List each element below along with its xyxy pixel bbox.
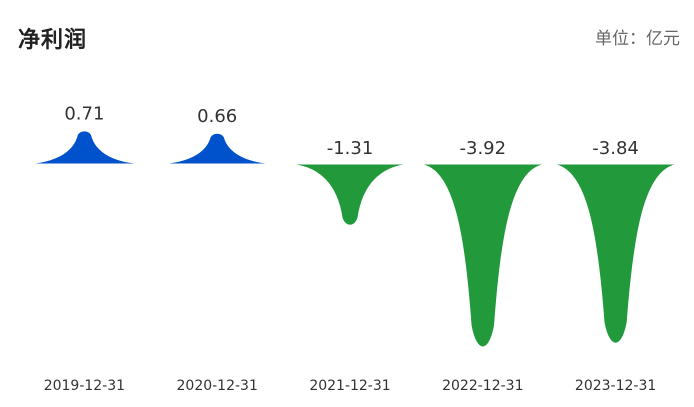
- x-tick-label: 2021-12-31: [309, 378, 390, 394]
- x-tick-label: 2020-12-31: [177, 378, 258, 394]
- data-spike-2023-12-31: [549, 163, 683, 344]
- data-spike-2021-12-31: [283, 163, 417, 226]
- x-tick-label: 2022-12-31: [442, 378, 523, 394]
- value-label: 0.71: [64, 104, 104, 125]
- x-tick-label: 2023-12-31: [575, 378, 656, 394]
- chart-title: 净利润: [18, 28, 88, 53]
- unit-label: 单位：亿元: [595, 29, 680, 49]
- data-spike-2019-12-31: [17, 130, 151, 165]
- data-spike-2022-12-31: [416, 163, 550, 348]
- value-label: -3.84: [592, 138, 639, 159]
- value-label: 0.66: [197, 106, 237, 127]
- value-label: -3.92: [460, 138, 507, 159]
- x-axis-tick-labels: 2019-12-31 2020-12-31 2021-12-31 2022-12-31…: [44, 378, 657, 394]
- value-label: -1.31: [327, 138, 374, 159]
- chart-marks: [17, 130, 683, 348]
- x-tick-label: 2019-12-31: [44, 378, 125, 394]
- value-labels: 0.71 0.66 -1.31 -3.92 -3.84: [64, 104, 639, 159]
- data-spike-2020-12-31: [150, 132, 284, 165]
